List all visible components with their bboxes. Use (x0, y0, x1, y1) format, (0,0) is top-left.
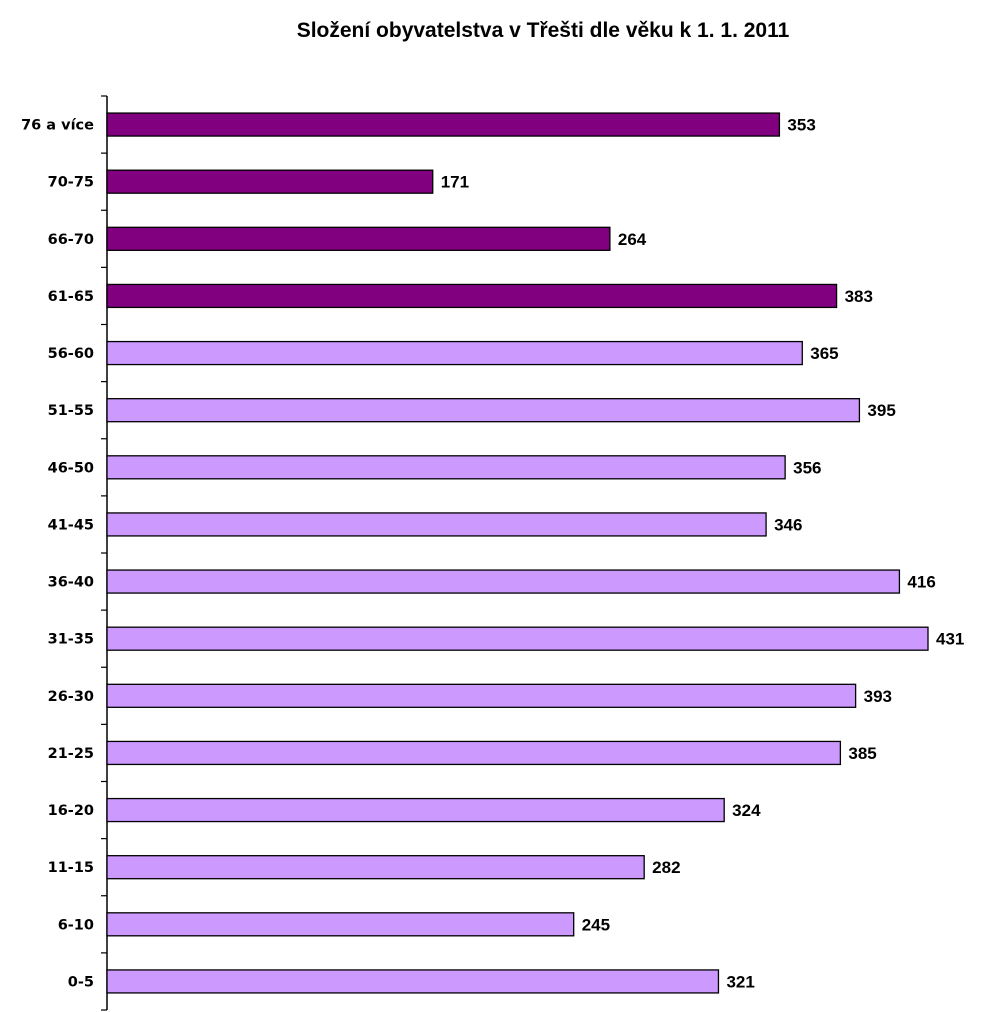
category-label: 21-25 (48, 746, 94, 762)
value-label: 324 (732, 801, 761, 820)
value-label: 356 (793, 458, 821, 477)
category-label: 61-65 (48, 289, 94, 305)
bar (106, 455, 786, 480)
value-label: 416 (907, 573, 935, 592)
chart-title: Složení obyvatelstva v Třešti dle věku k… (297, 19, 790, 42)
bar (106, 226, 611, 251)
value-label: 321 (726, 972, 754, 991)
category-label: 56-60 (48, 346, 94, 362)
value-label: 346 (774, 515, 802, 534)
value-label: 393 (864, 687, 892, 706)
bar (106, 340, 803, 366)
bar (106, 912, 575, 937)
value-label: 385 (848, 744, 876, 763)
category-label: 26-30 (48, 689, 94, 705)
bar (106, 398, 861, 423)
bar (106, 169, 434, 194)
bar (106, 626, 929, 651)
category-label: 51-55 (48, 403, 94, 419)
bar (106, 569, 901, 594)
bar (106, 855, 645, 880)
value-label: 264 (618, 230, 647, 249)
category-label: 6-10 (58, 917, 94, 933)
value-labels: 321 245 282 324 385 393 431 416 346 356 395 365 383 2… (441, 116, 965, 992)
bar (106, 969, 720, 994)
category-axis (101, 95, 108, 1011)
value-label: 395 (867, 401, 895, 420)
value-label: 282 (652, 858, 680, 877)
category-label: 36-40 (48, 575, 94, 591)
bar (106, 112, 781, 137)
category-label: 76 a více (21, 118, 94, 134)
bar (106, 740, 842, 766)
value-label: 245 (582, 915, 610, 934)
category-label: 0-5 (68, 974, 94, 990)
category-label: 11-15 (48, 860, 94, 876)
category-label: 66-70 (48, 232, 94, 248)
value-label: 365 (810, 344, 838, 363)
bar (106, 683, 857, 708)
bar (106, 283, 838, 309)
category-labels: 0-5 6-10 11-15 16-20 21-25 26-30 31-35 36-40 41-… (21, 118, 94, 991)
category-label: 70-75 (48, 175, 94, 191)
category-label: 41-45 (48, 517, 94, 533)
bar (106, 797, 725, 823)
bars (106, 112, 929, 994)
category-label: 16-20 (48, 803, 94, 819)
value-label: 431 (936, 630, 964, 649)
category-label: 46-50 (48, 460, 94, 476)
category-label: 31-35 (48, 632, 94, 648)
value-label: 383 (845, 287, 873, 306)
value-label: 353 (787, 116, 815, 135)
bar (106, 512, 767, 537)
value-label: 171 (441, 173, 469, 192)
